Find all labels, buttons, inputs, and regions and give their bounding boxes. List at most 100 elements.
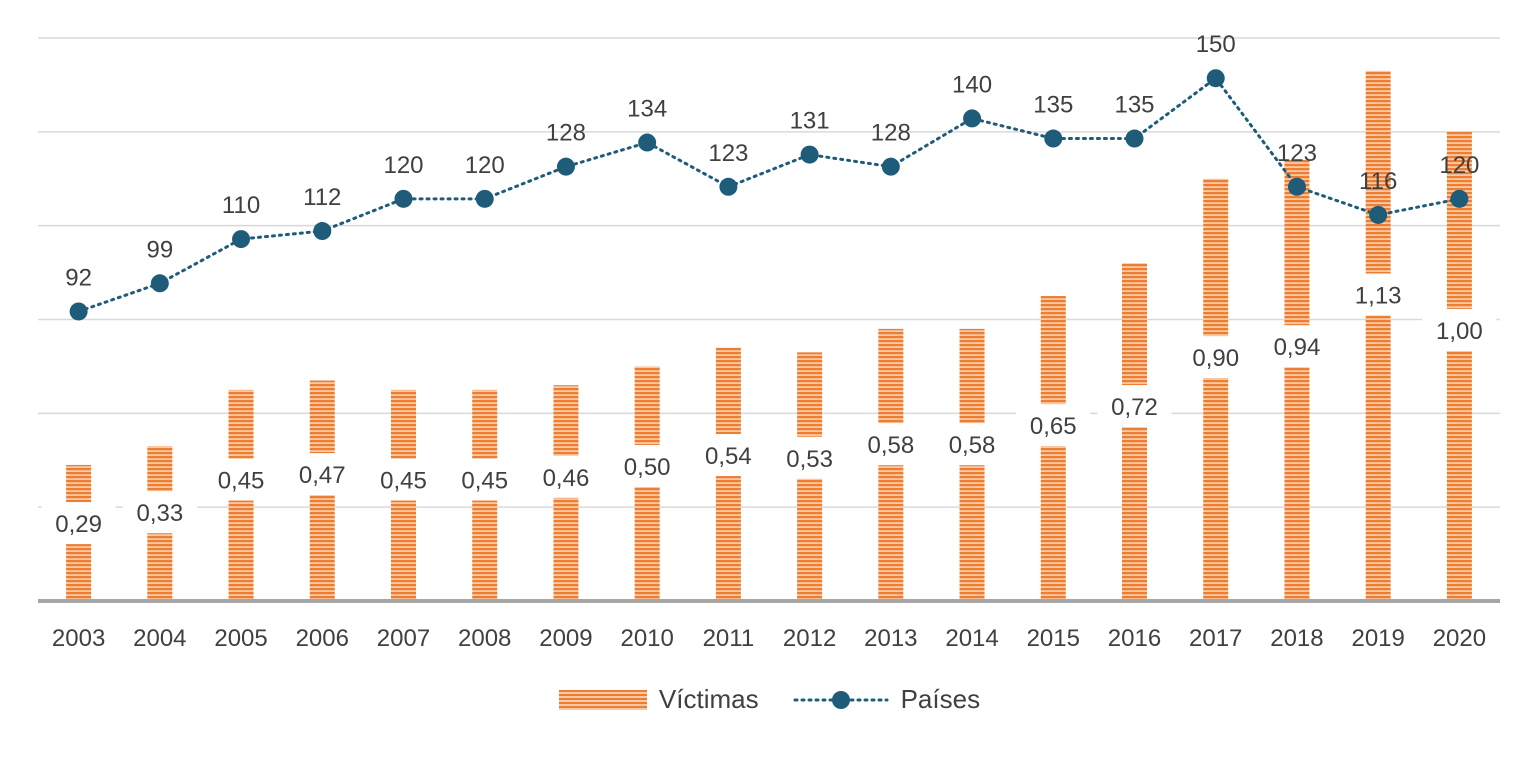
bar-data-labels: 0,29 0,33 0,45 0,47 0,45 0,45 0,46 0,50 0,54 0,53… [41, 273, 1497, 545]
x-tick-label-2006: 2006 [296, 625, 349, 652]
line-label-2010: 134 [627, 96, 667, 123]
line-label-2020: 120 [1439, 152, 1479, 179]
legend-item-victimas: Víctimas [558, 684, 759, 715]
line-point-2013 [881, 157, 900, 176]
line-point-2011 [719, 177, 738, 196]
bar-label-bg [610, 444, 685, 487]
gridlines [38, 37, 1500, 508]
line-label-2015: 135 [1033, 92, 1073, 119]
line-label-2014: 140 [952, 71, 992, 98]
bar-label-bg [447, 458, 522, 501]
bar-label-2003: 0,29 [55, 511, 102, 538]
bar-2020 [1446, 131, 1472, 602]
line-label-2009: 128 [546, 120, 586, 147]
line-label-2016: 135 [1114, 92, 1154, 119]
bar-label-2012: 0,53 [786, 446, 833, 473]
line-label-2006: 112 [303, 184, 341, 211]
line-point-2018 [1287, 177, 1306, 196]
line-point-2016 [1125, 129, 1144, 148]
bar-label-bg [1341, 273, 1416, 316]
bar-label-bg [285, 453, 360, 496]
x-tick-label-2009: 2009 [539, 625, 592, 652]
bar-label-bg [853, 423, 928, 466]
bar-label-bg [528, 455, 603, 498]
bar-label-2009: 0,46 [543, 465, 590, 492]
x-tick-label-2010: 2010 [620, 625, 673, 652]
line-point-2009 [556, 157, 575, 176]
line-point-2003 [69, 302, 88, 321]
bar-label-2013: 0,58 [867, 432, 914, 459]
bar-label-2017: 0,90 [1192, 345, 1239, 372]
line-point-2005 [232, 230, 251, 249]
x-tick-label-2003: 2003 [52, 625, 105, 652]
bar-label-2005: 0,45 [218, 468, 265, 495]
x-tick-label-2015: 2015 [1027, 625, 1080, 652]
x-tick-label-2008: 2008 [458, 625, 511, 652]
bar-label-2020: 1,00 [1436, 318, 1483, 345]
x-tick-label-2020: 2020 [1433, 625, 1486, 652]
line-data-labels: 92 99 110 112 120 120 128 134 123 131 128 140 135 135… [65, 31, 1479, 291]
bar-label-bg [1178, 336, 1253, 379]
x-tick-label-2017: 2017 [1189, 625, 1242, 652]
bar-label-2016: 0,72 [1111, 394, 1158, 421]
legend: Víctimas Países [0, 684, 1539, 715]
x-tick-label-2014: 2014 [945, 625, 998, 652]
line-point-2015 [1044, 129, 1063, 148]
bar-label-2006: 0,47 [299, 462, 346, 489]
bar-2015 [1040, 296, 1066, 601]
line-point-2007 [394, 189, 413, 208]
bar-2017 [1203, 178, 1229, 601]
line-label-2005: 110 [222, 192, 260, 219]
line-label-2018: 123 [1277, 140, 1317, 167]
x-tick-label-2019: 2019 [1351, 625, 1404, 652]
x-tick-label-2012: 2012 [783, 625, 836, 652]
bar-label-bg [1016, 404, 1091, 447]
x-tick-label-2016: 2016 [1108, 625, 1161, 652]
bar-label-bg [204, 458, 279, 501]
line-point-2020 [1450, 189, 1469, 208]
line-point-2012 [800, 145, 819, 164]
legend-label-victimas: Víctimas [658, 684, 759, 714]
line-point-2004 [150, 274, 169, 293]
bar-label-bg [41, 502, 116, 545]
line-label-2019: 116 [1359, 168, 1397, 195]
bar-label-2018: 0,94 [1274, 334, 1321, 361]
legend-swatch-line [793, 690, 889, 709]
line-label-2011: 123 [708, 140, 748, 167]
bar-label-bg [772, 436, 847, 479]
bar-label-bg [935, 423, 1010, 466]
line-label-2013: 128 [871, 120, 911, 147]
bar-label-bg [1097, 385, 1172, 428]
bar-label-2010: 0,50 [624, 454, 671, 481]
bar-label-2015: 0,65 [1030, 413, 1077, 440]
line-point-2014 [963, 109, 982, 128]
bar-label-bg [1259, 325, 1334, 368]
bar-label-2004: 0,33 [136, 500, 183, 527]
bar-2016 [1122, 263, 1147, 601]
bar-label-2014: 0,58 [949, 432, 996, 459]
x-axis: 2003 2004 2005 2006 2007 2008 2009 2010 2011 2012… [38, 599, 1500, 652]
line-series-paises [69, 69, 1469, 321]
legend-label-paises: Países [900, 684, 981, 714]
x-tick-label-2004: 2004 [133, 625, 186, 652]
line-label-2008: 120 [465, 152, 505, 179]
bar-2019 [1365, 70, 1391, 601]
x-tick-label-2011: 2011 [703, 625, 755, 652]
line-label-2007: 120 [383, 152, 423, 179]
x-tick-label-2007: 2007 [377, 625, 430, 652]
line-point-2006 [313, 222, 332, 241]
line-label-2004: 99 [146, 236, 173, 263]
legend-item-paises: Países [793, 684, 981, 715]
line-point-2010 [638, 133, 657, 152]
line-label-2003: 92 [65, 264, 92, 291]
bar-label-2007: 0,45 [380, 468, 427, 495]
chart: 0,29 0,33 0,45 0,47 0,45 0,45 0,46 0,50 0,54 0,53… [38, 31, 1500, 652]
bar-label-bg [122, 491, 197, 534]
line-label-2012: 131 [790, 108, 830, 135]
x-tick-label-2005: 2005 [214, 625, 267, 652]
bar-label-2011: 0,54 [705, 443, 752, 470]
bar-label-2019: 1,13 [1355, 283, 1402, 310]
legend-swatch-bar [558, 689, 647, 710]
x-tick-label-2018: 2018 [1270, 625, 1323, 652]
line-paises [77, 76, 1461, 313]
